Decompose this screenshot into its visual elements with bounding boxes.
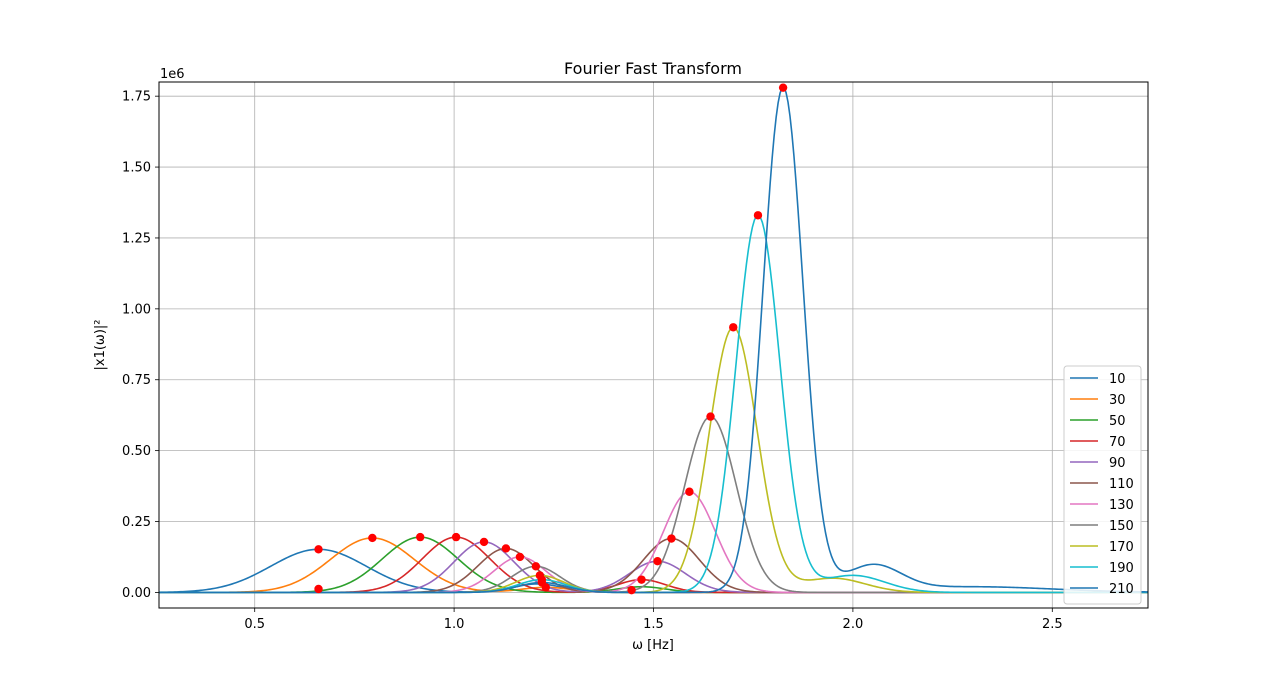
legend-label-150: 150 — [1109, 519, 1134, 534]
x-tick-label: 0.5 — [244, 617, 265, 632]
peak-marker-130 — [515, 552, 525, 562]
legend-label-110: 110 — [1109, 477, 1134, 492]
y-axis-title: |x1(ω)|² — [93, 320, 108, 371]
peak-marker-90 — [653, 557, 662, 566]
peak-marker-90 — [479, 537, 489, 547]
legend-label-130: 130 — [1109, 498, 1134, 513]
peak-marker-210 — [627, 585, 636, 595]
peak-marker-70 — [637, 575, 646, 584]
y-tick-label: 1.00 — [122, 302, 151, 317]
grid — [159, 82, 1148, 608]
y-tick-label: 1.25 — [122, 231, 151, 246]
peak-marker-150 — [706, 412, 715, 421]
y-tick-label: 0.75 — [122, 373, 151, 388]
peak-marker-130 — [685, 487, 694, 496]
legend-label-30: 30 — [1109, 393, 1126, 408]
y-tick-label: 0.50 — [122, 444, 151, 459]
x-tick-label: 1.5 — [643, 617, 664, 632]
peak-markers — [314, 83, 788, 595]
legend-label-210: 210 — [1109, 582, 1134, 597]
peak-marker-30 — [368, 533, 377, 543]
peak-marker-190 — [753, 211, 763, 220]
series-lines — [159, 86, 1148, 594]
y-offset-label: 1e6 — [160, 67, 185, 82]
x-axis-title: ω [Hz] — [632, 638, 674, 653]
legend-label-90: 90 — [1109, 456, 1126, 471]
y-tick-label: 1.75 — [122, 90, 151, 105]
peak-marker-170 — [729, 323, 738, 332]
peak-marker-10 — [314, 545, 323, 554]
x-tick-label: 1.0 — [444, 617, 465, 632]
legend-box — [1063, 365, 1142, 605]
chart-title: Fourier Fast Transform — [564, 59, 742, 78]
x-tick-label: 2.5 — [1042, 617, 1063, 632]
peak-marker-210 — [778, 83, 788, 92]
peak-marker-70 — [314, 584, 323, 594]
axis-ticks: 0.5 1.0 1.5 2.0 2.5 0.00 0.25 0.50 0.75 1.00 1.25 1… — [122, 90, 1063, 632]
peak-marker-110 — [667, 534, 676, 543]
legend-label-170: 170 — [1109, 540, 1134, 555]
legend: 10 30 50 70 90 110 130 150 170 190 210 — [1063, 365, 1142, 605]
y-tick-label: 0.00 — [122, 586, 151, 601]
y-tick-label: 0.25 — [122, 515, 151, 530]
legend-label-70: 70 — [1109, 435, 1126, 450]
series-line-210 — [159, 86, 1148, 594]
legend-label-50: 50 — [1109, 414, 1126, 429]
peak-marker-70 — [451, 532, 461, 542]
y-tick-label: 1.50 — [122, 161, 151, 176]
peak-marker-50 — [416, 532, 425, 542]
peak-marker-110 — [501, 544, 511, 553]
legend-label-10: 10 — [1109, 372, 1126, 387]
legend-label-190: 190 — [1109, 561, 1134, 576]
peak-marker-210 — [537, 578, 547, 587]
x-tick-label: 2.0 — [843, 617, 864, 632]
peak-marker-150 — [531, 562, 541, 571]
